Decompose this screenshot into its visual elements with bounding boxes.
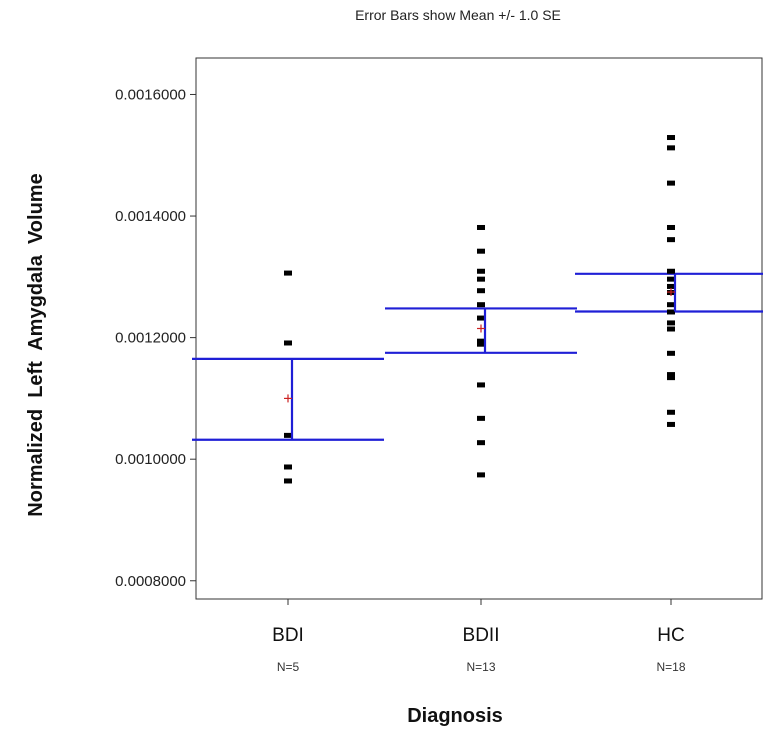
data-point xyxy=(667,225,675,230)
data-point xyxy=(667,320,675,325)
data-point xyxy=(667,135,675,140)
sample-size-label: N=5 xyxy=(277,660,300,674)
category-label: BDII xyxy=(463,625,500,646)
data-point xyxy=(284,464,292,469)
sample-size-label: N=13 xyxy=(466,660,495,674)
data-point xyxy=(477,288,485,293)
data-point xyxy=(477,416,485,421)
data-point xyxy=(667,302,675,307)
y-tick-label: 0.0010000 xyxy=(115,451,186,468)
data-point xyxy=(477,316,485,321)
data-point xyxy=(477,472,485,477)
x-axis-title: Diagnosis xyxy=(407,705,503,727)
data-point xyxy=(667,327,675,332)
data-point xyxy=(477,382,485,387)
sample-size-label: N=18 xyxy=(656,660,685,674)
data-point xyxy=(667,269,675,274)
data-point xyxy=(667,181,675,186)
data-point xyxy=(284,271,292,276)
y-tick-label: 0.0012000 xyxy=(115,330,186,347)
data-point xyxy=(284,340,292,345)
data-point xyxy=(284,433,292,438)
y-tick-label: 0.0008000 xyxy=(115,573,186,590)
category-label: BDI xyxy=(272,625,304,646)
data-point xyxy=(667,277,675,282)
data-point xyxy=(667,145,675,150)
data-point xyxy=(284,478,292,483)
data-point xyxy=(667,237,675,242)
data-point xyxy=(667,351,675,356)
data-point xyxy=(477,277,485,282)
data-point xyxy=(667,422,675,427)
data-point xyxy=(477,302,485,307)
data-point xyxy=(477,225,485,230)
y-axis-title: Normalized Left Amygdala Volume xyxy=(25,173,47,516)
data-point xyxy=(477,440,485,445)
data-point xyxy=(477,342,485,347)
data-point xyxy=(667,309,675,314)
y-tick-label: 0.0016000 xyxy=(115,86,186,103)
data-point xyxy=(477,249,485,254)
data-point xyxy=(477,269,485,274)
category-label: HC xyxy=(657,625,684,646)
data-point xyxy=(667,375,675,380)
data-point xyxy=(667,410,675,415)
chart-title: Error Bars show Mean +/- 1.0 SE xyxy=(355,7,561,23)
y-tick-label: 0.0014000 xyxy=(115,208,186,225)
